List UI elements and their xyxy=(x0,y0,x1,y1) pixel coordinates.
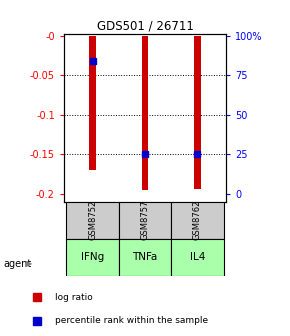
Bar xyxy=(66,202,119,239)
Bar xyxy=(90,36,96,170)
Text: GSM8762: GSM8762 xyxy=(193,200,202,240)
Text: log ratio: log ratio xyxy=(55,293,92,302)
Bar xyxy=(142,36,148,190)
Title: GDS501 / 26711: GDS501 / 26711 xyxy=(97,19,193,33)
Text: IL4: IL4 xyxy=(190,252,205,262)
Bar xyxy=(119,239,171,276)
Text: GSM8752: GSM8752 xyxy=(88,200,97,240)
Bar xyxy=(171,239,224,276)
Text: IFNg: IFNg xyxy=(81,252,104,262)
Text: percentile rank within the sample: percentile rank within the sample xyxy=(55,317,208,325)
Bar xyxy=(66,239,119,276)
Bar xyxy=(119,202,171,239)
Bar xyxy=(171,202,224,239)
Text: GSM8757: GSM8757 xyxy=(140,200,150,240)
Text: agent: agent xyxy=(3,259,31,269)
Text: TNFa: TNFa xyxy=(132,252,158,262)
Bar xyxy=(194,36,200,189)
Text: ▶: ▶ xyxy=(26,259,32,268)
